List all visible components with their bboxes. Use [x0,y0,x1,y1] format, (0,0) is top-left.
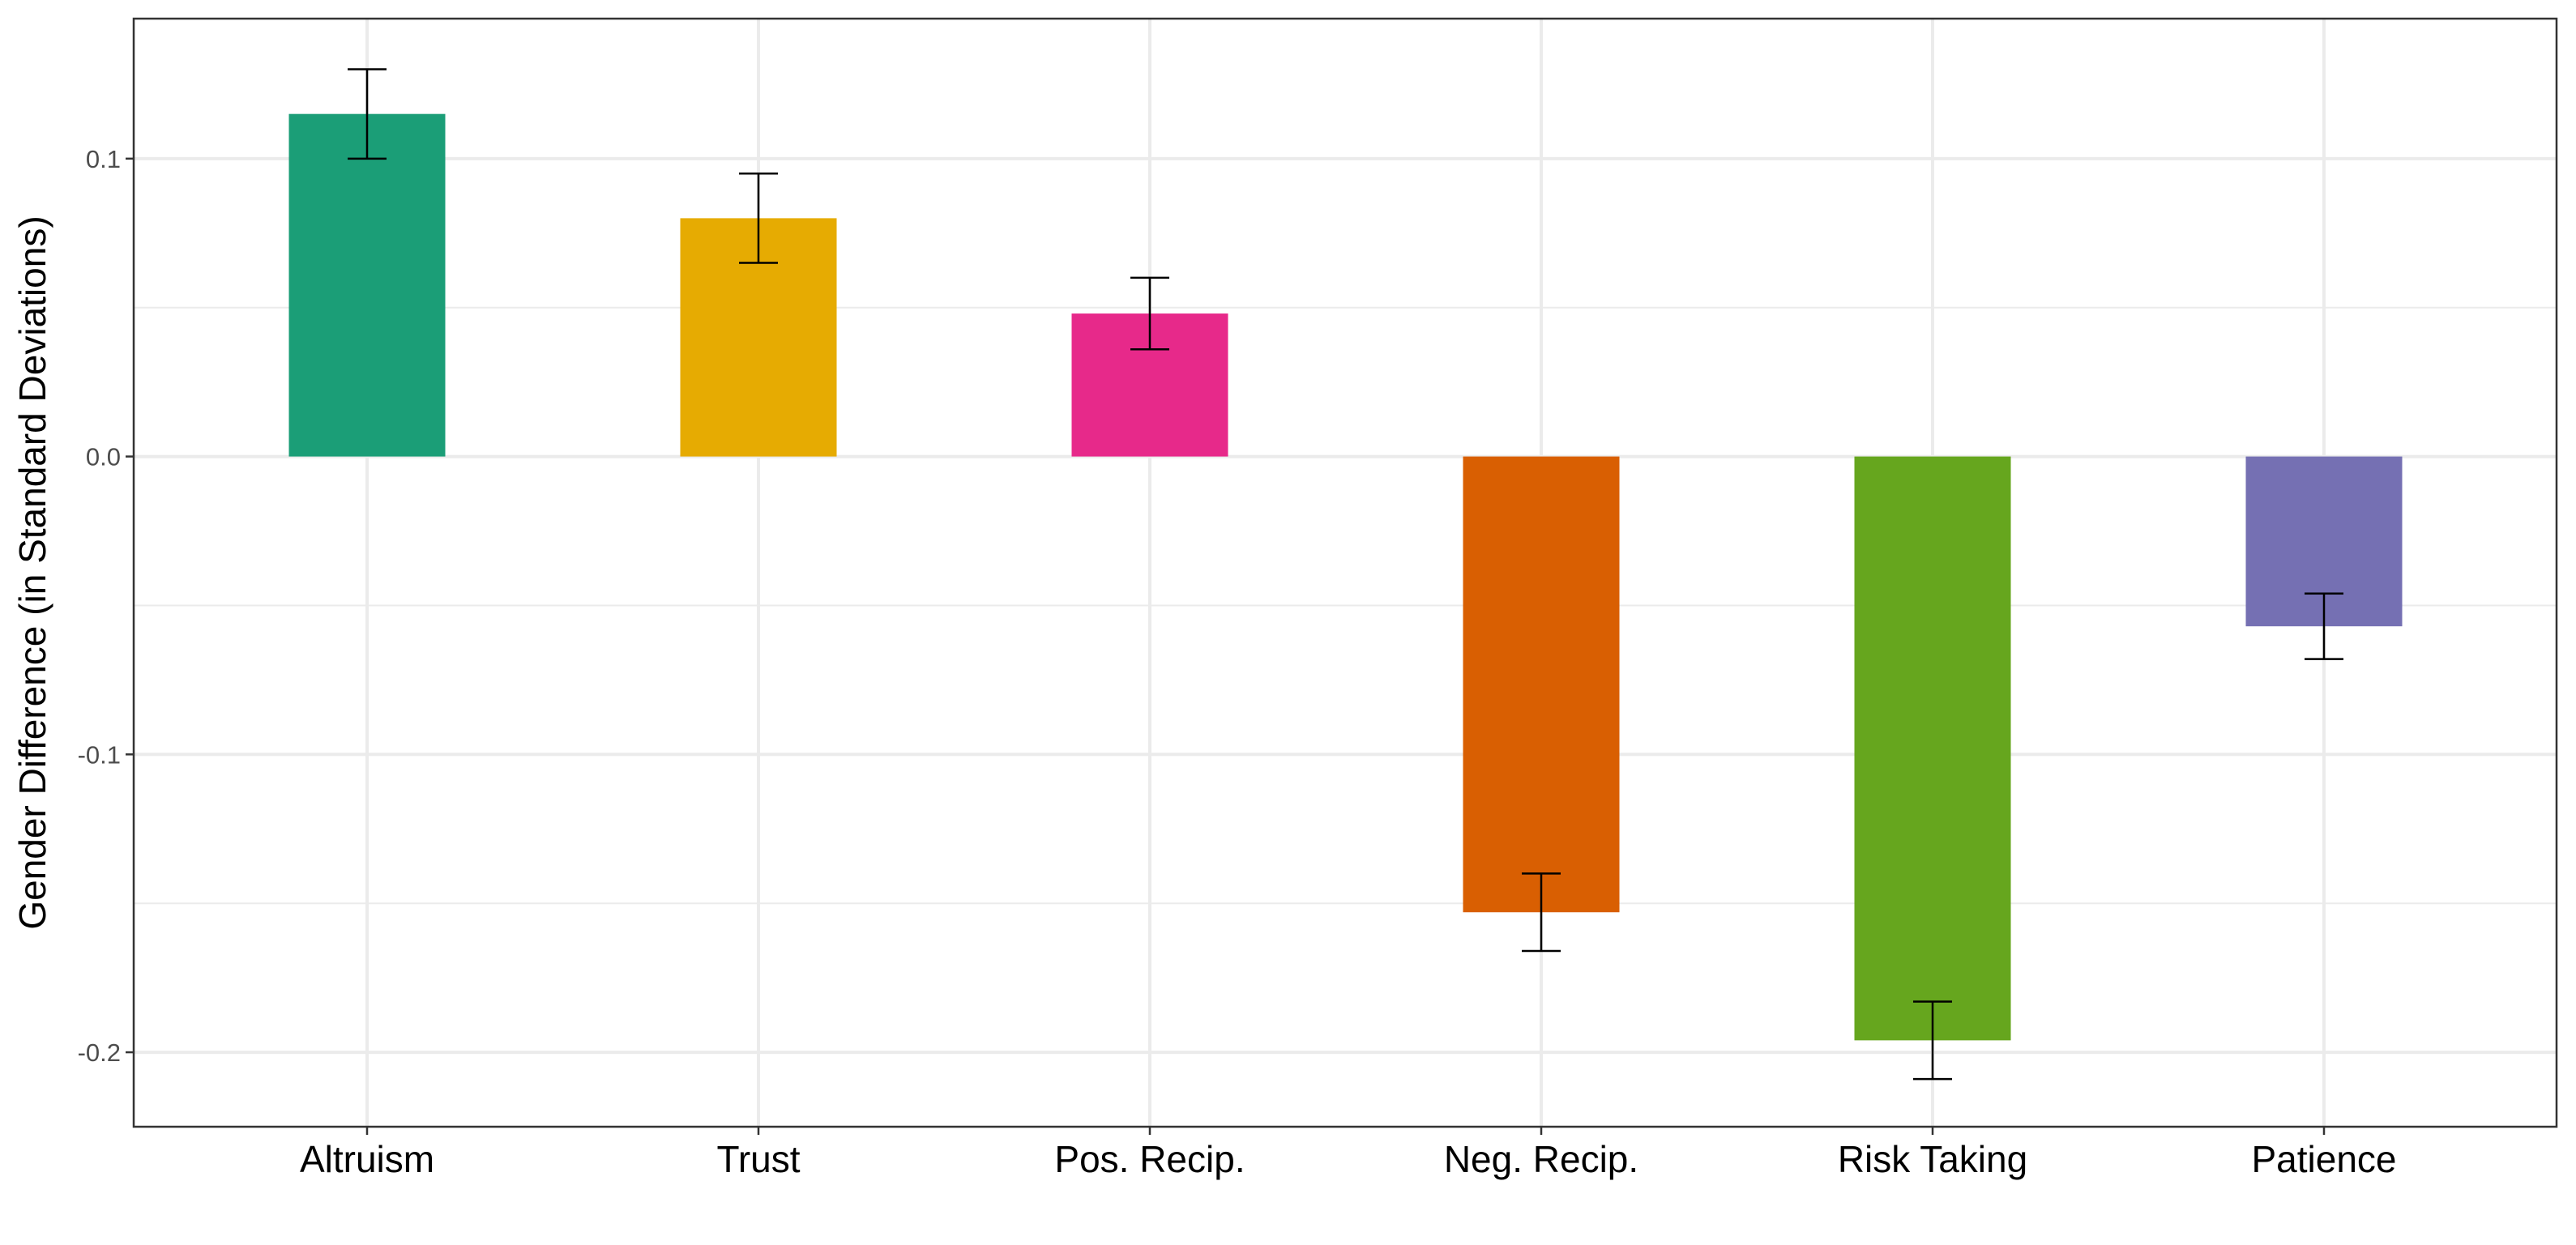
y-axis-ticks: 0.1 0.0 -0.1 -0.2 [78,145,134,1067]
error-bar [1130,276,1169,351]
x-tick-label: Patience [2251,1138,2396,1180]
bar-risk-taking [1854,456,2011,1041]
y-axis-title: Gender Difference (in Standard Deviation… [11,215,53,929]
x-tick-label: Trust [716,1138,800,1180]
error-bar [1522,872,1561,953]
error-bars [348,68,2343,1081]
y-tick-label: 0.1 [86,145,121,173]
bars [288,113,2403,1041]
panel-border [132,17,2558,1128]
bar-altruism [288,113,446,457]
y-tick-label: 0.0 [86,443,121,471]
grid-lines [134,19,2557,1127]
x-tick-label: Altruism [300,1138,434,1180]
y-tick-label: -0.1 [78,740,121,769]
x-tick-label: Pos. Recip. [1054,1138,1245,1180]
x-tick-label: Risk Taking [1838,1138,2027,1180]
error-bar [2305,592,2343,660]
x-tick-label: Neg. Recip. [1444,1138,1638,1180]
bar-neg-recip [1463,456,1620,913]
x-axis-ticks: Altruism Trust Pos. Recip. Neg. Recip. Risk … [300,1127,2397,1180]
error-bar [1913,1000,1952,1081]
error-bar [739,172,778,264]
y-tick-label: -0.2 [78,1038,121,1067]
error-bar [348,68,387,160]
